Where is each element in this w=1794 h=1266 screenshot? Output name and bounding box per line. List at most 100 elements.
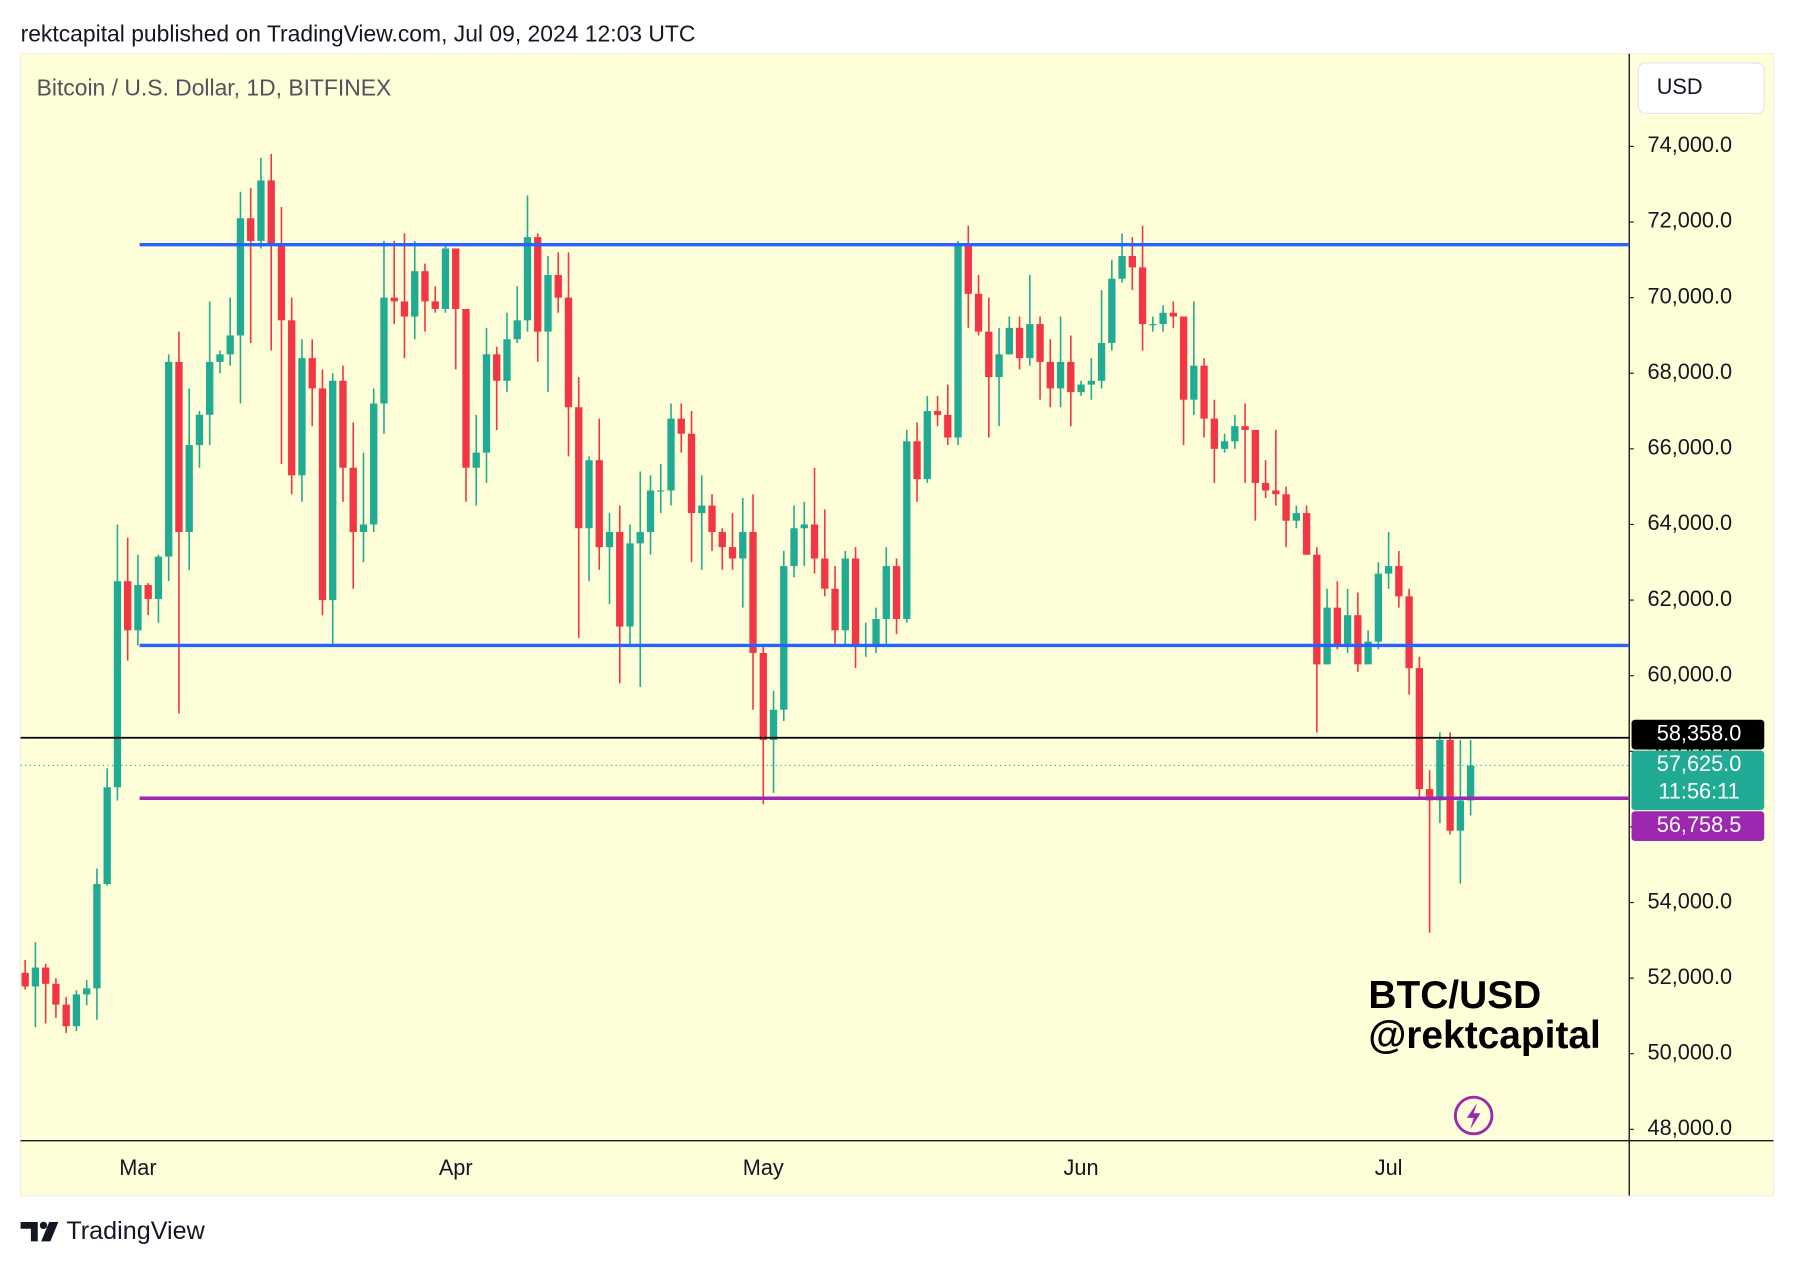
candle-body xyxy=(954,244,962,438)
candle-body xyxy=(329,380,337,601)
candle-body xyxy=(523,237,532,321)
candle-body xyxy=(21,972,29,987)
candle-body xyxy=(544,274,552,332)
candle-body xyxy=(831,588,839,631)
y-tick-label: 64,000.0 xyxy=(1648,510,1733,535)
candle-body xyxy=(790,528,798,567)
candle-body xyxy=(1220,441,1229,449)
candle-body xyxy=(195,414,204,446)
candle-body xyxy=(72,994,81,1027)
candle-body xyxy=(1313,554,1321,665)
candle-body xyxy=(1354,615,1362,665)
candle-body xyxy=(769,709,778,740)
level-label-bg xyxy=(1631,719,1765,750)
candle-body xyxy=(810,524,819,559)
candle-body xyxy=(1323,607,1331,665)
candle-body xyxy=(739,532,747,559)
candle-body xyxy=(708,505,716,533)
candle-body xyxy=(349,467,357,533)
candle-body xyxy=(288,320,296,476)
candle-body xyxy=(493,354,501,381)
candle-body xyxy=(267,180,275,245)
candle-body xyxy=(62,1004,70,1027)
candle-body xyxy=(124,581,132,631)
candle-body xyxy=(482,354,491,453)
candle-body xyxy=(93,884,101,989)
x-tick-label: Mar xyxy=(119,1155,156,1180)
candle-body xyxy=(257,180,265,241)
candle-body xyxy=(431,301,439,309)
candle-body xyxy=(657,490,665,492)
candle-body xyxy=(52,983,60,1005)
level-label-bg xyxy=(1631,811,1765,841)
candle-body xyxy=(841,558,849,631)
candle-body xyxy=(1210,418,1218,449)
candle-body xyxy=(646,490,655,533)
candle-body xyxy=(1241,426,1249,430)
candle-body xyxy=(1415,668,1424,790)
candle-body xyxy=(1466,765,1475,801)
y-tick-label: 54,000.0 xyxy=(1648,888,1733,913)
candle-body xyxy=(821,558,829,589)
candle-body xyxy=(944,414,952,438)
candle-body xyxy=(1302,513,1311,555)
x-tick-label: Jun xyxy=(1064,1155,1099,1180)
candle-body xyxy=(31,967,40,987)
candle-body xyxy=(728,547,737,559)
candle-body xyxy=(1436,739,1444,801)
candle-body xyxy=(1374,573,1383,642)
y-tick-label: 66,000.0 xyxy=(1648,435,1733,460)
candle-body xyxy=(165,361,173,557)
plot-background xyxy=(20,53,1630,1141)
candle-body xyxy=(687,433,696,514)
y-tick-label: 62,000.0 xyxy=(1648,586,1733,611)
x-tick-label: Jul xyxy=(1375,1155,1403,1180)
candle-body xyxy=(933,411,942,415)
candle-body xyxy=(1282,494,1290,521)
candle-body xyxy=(759,653,767,740)
y-tick-label: 68,000.0 xyxy=(1648,359,1733,384)
candle-body xyxy=(154,556,163,599)
candle-body xyxy=(339,380,347,468)
tradingview-logo xyxy=(20,1221,59,1242)
candle-body xyxy=(1138,267,1147,325)
candle-body xyxy=(370,403,378,525)
candle-body xyxy=(359,524,368,533)
candle-body xyxy=(513,320,521,340)
candle-body xyxy=(1261,482,1270,491)
candle-body xyxy=(1056,361,1065,389)
y-tick-label: 52,000.0 xyxy=(1648,964,1733,989)
candle-body xyxy=(1251,429,1260,483)
candle-body xyxy=(995,354,1003,378)
candle-body xyxy=(1425,789,1434,801)
candle-body xyxy=(1446,739,1454,831)
candle-body xyxy=(964,244,972,294)
candle-body xyxy=(441,248,450,309)
countdown-label: 11:56:11 xyxy=(1658,779,1739,804)
candle-body xyxy=(605,532,614,548)
y-tick-label: 72,000.0 xyxy=(1648,208,1733,233)
candle-body xyxy=(872,618,880,646)
candle-body xyxy=(595,460,603,548)
candle-body xyxy=(985,331,993,378)
candle-body xyxy=(462,308,470,468)
candle-body xyxy=(226,335,234,355)
candle-body xyxy=(1118,256,1126,279)
candle-body xyxy=(390,297,398,302)
candle-body xyxy=(1005,327,1013,355)
candle-body xyxy=(452,248,460,309)
candle-body xyxy=(698,505,706,514)
candle-body xyxy=(134,584,142,631)
candle-body xyxy=(1231,426,1239,442)
candle-body xyxy=(247,218,255,241)
candle-body xyxy=(1087,380,1095,385)
candle-body xyxy=(1097,342,1106,381)
watermark: @rektcapital xyxy=(1368,1014,1600,1057)
candle-body xyxy=(923,411,931,480)
candle-body xyxy=(472,452,480,468)
candle-body xyxy=(1149,324,1157,326)
currency-button[interactable] xyxy=(1637,62,1765,114)
candle-body xyxy=(1159,312,1167,325)
candle-body xyxy=(421,271,429,302)
